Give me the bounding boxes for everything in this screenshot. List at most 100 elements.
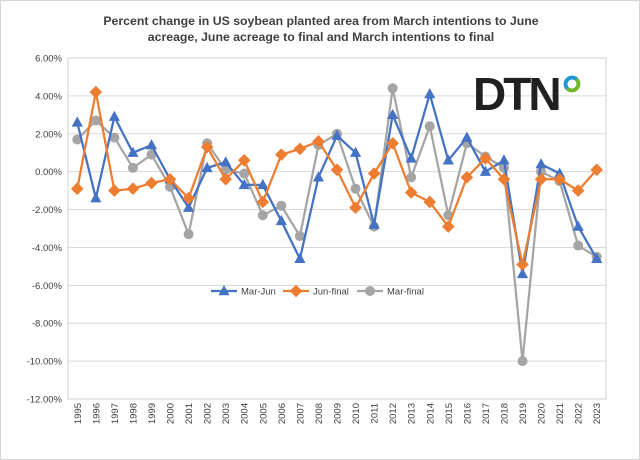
marker-jun-final-2022 xyxy=(571,184,585,197)
x-tick-label-2008: 2008 xyxy=(314,403,325,424)
x-tick-label-2016: 2016 xyxy=(462,403,473,424)
marker-jun-final-1995 xyxy=(70,182,84,196)
marker-mar-jun-1998 xyxy=(127,146,139,157)
marker-mar-final-2019 xyxy=(517,356,528,367)
marker-jun-final-2003 xyxy=(219,172,232,186)
marker-mar-jun-2007 xyxy=(294,252,306,264)
y-tick-label: 6.00% xyxy=(35,54,62,65)
marker-jun-final-2013 xyxy=(404,186,418,199)
y-tick-label: -4.00% xyxy=(32,243,63,254)
marker-mar-jun-2023 xyxy=(591,252,603,264)
x-tick-label-2014: 2014 xyxy=(425,403,436,424)
y-tick-label: -2.00% xyxy=(32,205,63,216)
marker-mar-jun-2010 xyxy=(349,146,362,157)
plot-area-border xyxy=(67,57,607,400)
marker-jun-final-2000 xyxy=(163,172,177,186)
marker-mar-final-2001 xyxy=(183,229,194,240)
marker-jun-final-2002 xyxy=(200,140,214,154)
legend-marker-circle xyxy=(365,286,375,296)
legend-item-mar-final: Mar-final xyxy=(357,286,424,298)
marker-mar-jun-2016 xyxy=(461,131,473,142)
marker-mar-final-2007 xyxy=(294,231,305,242)
marker-mar-jun-2003 xyxy=(220,156,232,167)
marker-mar-jun-2021 xyxy=(554,167,566,178)
legend-item-mar-jun: Mar-Jun xyxy=(211,285,276,298)
legend-marker-diamond xyxy=(289,284,303,298)
y-tick-label: -10.00% xyxy=(27,357,63,368)
marker-jun-final-1999 xyxy=(145,176,158,190)
marker-jun-final-2008 xyxy=(312,135,325,148)
marker-jun-final-2015 xyxy=(442,220,455,233)
y-tick-label: -6.00% xyxy=(32,281,63,292)
y-axis-tick-labels: 6.00% 4.00% 2.00% 0.00% -2.00% -4.00% -6.00% -8… xyxy=(27,54,63,406)
marker-mar-jun-2015 xyxy=(442,154,454,165)
marker-jun-final-2023 xyxy=(590,163,604,177)
marker-mar-final-2013 xyxy=(406,172,417,183)
marker-mar-jun-2014 xyxy=(424,87,436,99)
x-tick-label-1998: 1998 xyxy=(128,403,139,424)
marker-mar-final-2010 xyxy=(350,183,361,194)
marker-jun-final-2012 xyxy=(386,136,399,150)
x-tick-label-2020: 2020 xyxy=(537,403,548,424)
marker-mar-jun-2020 xyxy=(535,158,547,169)
marker-mar-final-1998 xyxy=(127,162,138,173)
marker-jun-final-2006 xyxy=(275,148,288,161)
marker-jun-final-2001 xyxy=(182,191,195,205)
marker-mar-jun-2008 xyxy=(312,171,325,182)
x-tick-label-1999: 1999 xyxy=(147,403,158,424)
marker-mar-jun-2013 xyxy=(405,152,417,163)
marker-mar-jun-2004 xyxy=(238,178,250,190)
x-tick-label-2009: 2009 xyxy=(333,403,344,424)
marker-mar-final-2005 xyxy=(257,210,268,221)
marker-jun-final-2019 xyxy=(516,258,529,271)
x-tick-label-1995: 1995 xyxy=(73,403,84,424)
legend-label: Mar-final xyxy=(387,287,424,298)
legend: Mar-Jun Jun-final Mar-final xyxy=(211,284,424,298)
marker-mar-final-2012 xyxy=(387,83,398,94)
legend-marker-triangle xyxy=(218,285,230,296)
dtn-logo: DTN xyxy=(473,71,593,123)
marker-mar-final-1997 xyxy=(109,132,120,143)
x-tick-label-2017: 2017 xyxy=(481,403,492,424)
x-tick-label-1997: 1997 xyxy=(110,403,121,424)
dtn-logo-ring-icon xyxy=(563,75,581,93)
y-tick-label: -12.00% xyxy=(27,395,63,406)
marker-jun-final-2010 xyxy=(349,201,362,214)
x-tick-label-2006: 2006 xyxy=(277,403,288,424)
y-tick-label: -8.00% xyxy=(32,319,63,330)
x-tick-label-2007: 2007 xyxy=(295,403,306,424)
marker-mar-final-2003 xyxy=(220,164,231,175)
dtn-logo-text: DTN xyxy=(473,68,562,120)
marker-mar-final-2006 xyxy=(276,200,287,211)
marker-mar-jun-2001 xyxy=(182,201,195,212)
x-tick-label-2004: 2004 xyxy=(240,403,251,424)
x-tick-label-2021: 2021 xyxy=(555,403,566,424)
marker-mar-jun-2006 xyxy=(275,214,287,226)
x-tick-label-2018: 2018 xyxy=(499,403,510,424)
x-axis-tick-labels: 1995 1996 1997 1998 1999 2000 2001 2002 2003 2004… xyxy=(73,403,603,424)
y-tick-label: 2.00% xyxy=(35,129,62,140)
marker-jun-final-2020 xyxy=(534,172,548,186)
x-tick-label-2023: 2023 xyxy=(592,403,603,424)
chart-title-line1: Percent change in US soybean planted are… xyxy=(103,14,538,28)
marker-jun-final-2016 xyxy=(460,171,474,184)
marker-jun-final-1998 xyxy=(126,182,140,196)
marker-mar-jun-1997 xyxy=(108,110,120,121)
marker-jun-final-1997 xyxy=(108,184,121,197)
marker-mar-final-2014 xyxy=(424,121,435,132)
series-jun-final xyxy=(70,85,604,271)
y-tick-label: 4.00% xyxy=(35,91,62,102)
marker-jun-final-2007 xyxy=(293,142,307,156)
marker-mar-jun-2022 xyxy=(572,220,584,231)
marker-jun-final-2009 xyxy=(330,163,344,177)
marker-jun-final-2021 xyxy=(553,172,566,186)
marker-mar-jun-2017 xyxy=(479,165,492,176)
x-tick-label-2005: 2005 xyxy=(258,403,269,424)
marker-mar-jun-2018 xyxy=(498,154,510,165)
marker-jun-final-2004 xyxy=(237,154,251,167)
marker-mar-final-1999 xyxy=(146,149,157,160)
x-tick-label-2011: 2011 xyxy=(370,403,381,423)
marker-mar-jun-1999 xyxy=(145,139,158,150)
